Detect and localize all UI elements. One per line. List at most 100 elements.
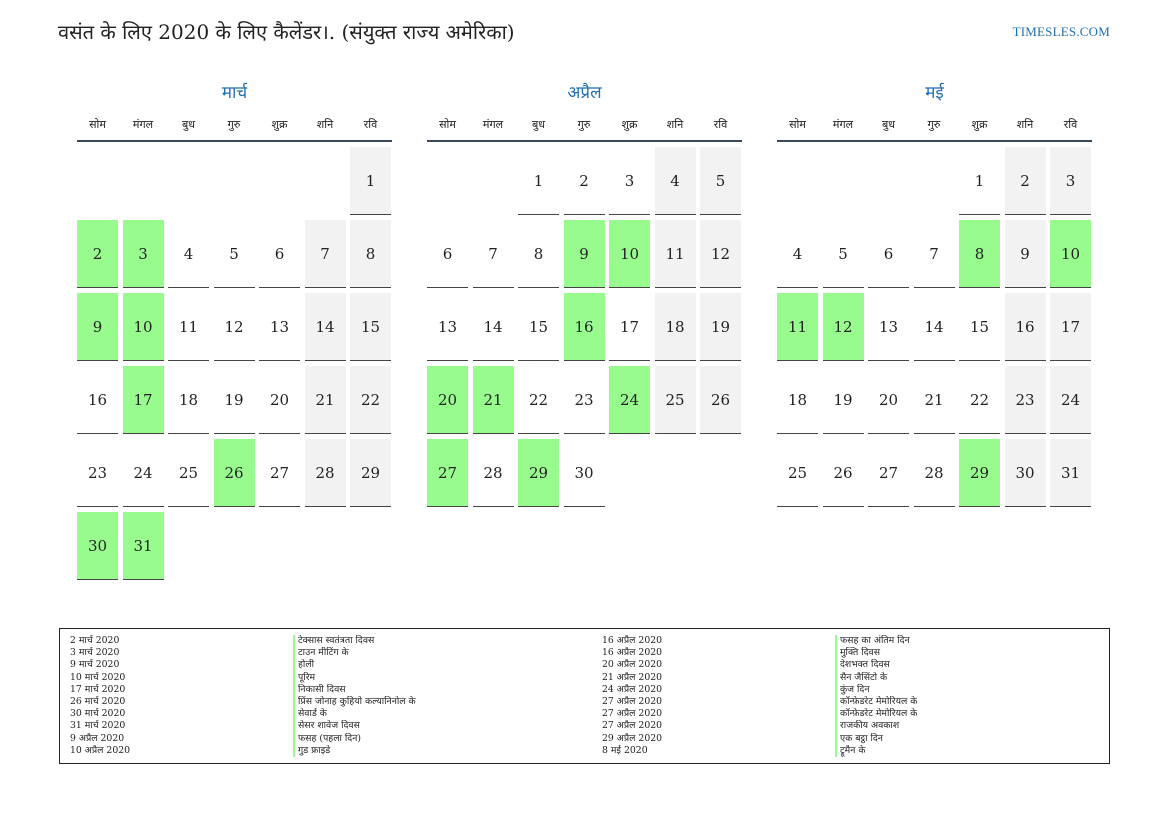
day-cell[interactable]: 15 <box>350 293 391 361</box>
day-cell[interactable]: 27 <box>427 439 468 507</box>
day-cell[interactable]: 3 <box>609 147 650 215</box>
day-cell[interactable]: 17 <box>122 366 164 434</box>
day-cell[interactable]: 18 <box>654 293 696 361</box>
day-cell[interactable]: 25 <box>777 439 818 507</box>
day-cell[interactable]: 22 <box>518 366 559 434</box>
day-cell[interactable]: 27 <box>259 439 300 507</box>
day-cell[interactable]: 14 <box>304 293 346 361</box>
day-cell[interactable]: 23 <box>563 366 605 434</box>
legend-entry: 27 अप्रैल 2020 <box>602 720 663 732</box>
day-cell[interactable]: 21 <box>304 366 346 434</box>
day-cell[interactable]: 5 <box>213 220 255 288</box>
day-cell[interactable]: 30 <box>563 439 605 507</box>
day-cell[interactable]: 13 <box>259 293 300 361</box>
day-cell[interactable]: 10 <box>609 220 650 288</box>
day-cell[interactable]: 2 <box>77 220 118 288</box>
day-cell[interactable]: 27 <box>868 439 909 507</box>
day-cell[interactable]: 16 <box>563 293 605 361</box>
day-cell[interactable]: 7 <box>472 220 514 288</box>
day-cell[interactable]: 29 <box>518 439 559 507</box>
day-cell[interactable]: 10 <box>122 293 164 361</box>
day-cell[interactable]: 12 <box>822 293 864 361</box>
day-cell[interactable]: 13 <box>868 293 909 361</box>
legend-entry: 3 मार्च 2020 <box>70 647 120 659</box>
day-cell[interactable]: 24 <box>122 439 164 507</box>
day-cell[interactable]: 1 <box>350 147 391 215</box>
day-cell[interactable]: 8 <box>518 220 559 288</box>
day-cell[interactable]: 23 <box>1004 366 1046 434</box>
day-cell[interactable]: 24 <box>1050 366 1091 434</box>
day-cell[interactable]: 26 <box>822 439 864 507</box>
day-cell[interactable]: 9 <box>1004 220 1046 288</box>
day-cell[interactable]: 8 <box>959 220 1000 288</box>
day-cell[interactable]: 12 <box>700 220 741 288</box>
day-cell[interactable]: 19 <box>213 366 255 434</box>
day-cell[interactable]: 4 <box>654 147 696 215</box>
day-cell[interactable]: 3 <box>122 220 164 288</box>
day-cell[interactable]: 17 <box>1050 293 1091 361</box>
day-cell[interactable]: 11 <box>168 293 209 361</box>
day-cell[interactable]: 31 <box>122 512 164 580</box>
day-cell[interactable]: 4 <box>168 220 209 288</box>
day-cell[interactable]: 16 <box>77 366 118 434</box>
day-cell[interactable]: 16 <box>1004 293 1046 361</box>
day-cell[interactable]: 18 <box>777 366 818 434</box>
day-cell[interactable]: 11 <box>777 293 818 361</box>
day-cell[interactable]: 12 <box>213 293 255 361</box>
day-cell[interactable]: 17 <box>609 293 650 361</box>
day-grid: 1 2 3 4 5 6 7 8 9 10 11 12 13 14 15 16 17 18 19 20 21 22 23 24 2… <box>77 147 392 585</box>
day-cell[interactable]: 6 <box>259 220 300 288</box>
day-cell[interactable]: 18 <box>168 366 209 434</box>
day-cell[interactable]: 6 <box>868 220 909 288</box>
day-cell[interactable]: 25 <box>654 366 696 434</box>
day-cell[interactable]: 2 <box>563 147 605 215</box>
day-cell[interactable]: 30 <box>1004 439 1046 507</box>
day-cell[interactable]: 4 <box>777 220 818 288</box>
day-cell[interactable]: 19 <box>822 366 864 434</box>
day-cell[interactable]: 21 <box>913 366 955 434</box>
day-cell[interactable]: 15 <box>518 293 559 361</box>
day-cell[interactable]: 28 <box>472 439 514 507</box>
day-cell[interactable]: 28 <box>304 439 346 507</box>
day-cell[interactable]: 1 <box>518 147 559 215</box>
day-cell[interactable]: 25 <box>168 439 209 507</box>
day-cell[interactable]: 6 <box>427 220 468 288</box>
day-cell[interactable]: 20 <box>259 366 300 434</box>
day-cell[interactable]: 19 <box>700 293 741 361</box>
day-cell[interactable]: 30 <box>77 512 118 580</box>
day-cell[interactable]: 9 <box>563 220 605 288</box>
day-cell[interactable]: 23 <box>77 439 118 507</box>
day-cell[interactable]: 9 <box>77 293 118 361</box>
day-cell[interactable]: 26 <box>213 439 255 507</box>
day-cell[interactable]: 22 <box>959 366 1000 434</box>
day-cell[interactable]: 26 <box>700 366 741 434</box>
day-cell[interactable]: 24 <box>609 366 650 434</box>
day-cell[interactable]: 7 <box>304 220 346 288</box>
day-cell[interactable]: 5 <box>822 220 864 288</box>
day-cell[interactable]: 11 <box>654 220 696 288</box>
day-cell[interactable]: 2 <box>1004 147 1046 215</box>
day-cell[interactable]: 15 <box>959 293 1000 361</box>
week-row: 9 10 11 12 13 14 15 <box>77 293 392 366</box>
day-cell[interactable]: 31 <box>1050 439 1091 507</box>
day-cell[interactable]: 28 <box>913 439 955 507</box>
day-cell[interactable]: 3 <box>1050 147 1091 215</box>
day-cell[interactable]: 20 <box>868 366 909 434</box>
day-cell[interactable]: 21 <box>472 366 514 434</box>
day-cell[interactable]: 29 <box>350 439 391 507</box>
day-cell[interactable]: 10 <box>1050 220 1091 288</box>
day-cell[interactable]: 14 <box>472 293 514 361</box>
day-cell[interactable]: 8 <box>350 220 391 288</box>
day-cell[interactable]: 14 <box>913 293 955 361</box>
day-cell[interactable]: 7 <box>913 220 955 288</box>
weekday-header: सोम मंगल बुध गुरु शुक्र शनि रवि <box>777 106 1092 142</box>
day-cell[interactable]: 13 <box>427 293 468 361</box>
legend-entry: टाउन मीटिंग के <box>293 647 416 660</box>
day-cell[interactable]: 5 <box>700 147 741 215</box>
day-cell[interactable]: 29 <box>959 439 1000 507</box>
brand-link[interactable]: TIMESLES.COM <box>1012 24 1110 39</box>
day-cell[interactable]: 22 <box>350 366 391 434</box>
day-cell[interactable]: 20 <box>427 366 468 434</box>
day-cell[interactable]: 1 <box>959 147 1000 215</box>
weekday-label: सोम <box>789 118 806 131</box>
